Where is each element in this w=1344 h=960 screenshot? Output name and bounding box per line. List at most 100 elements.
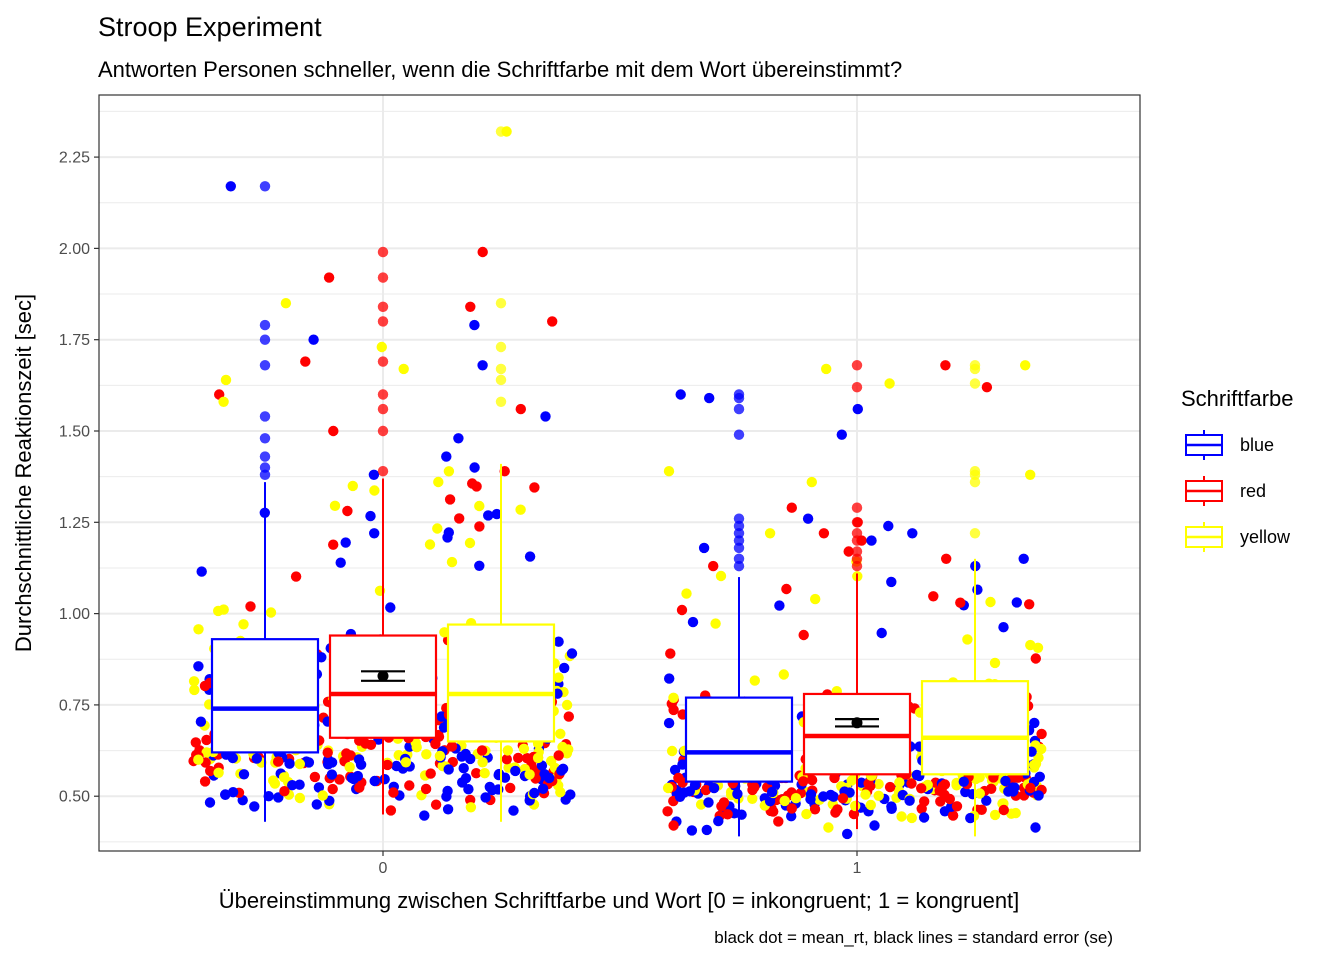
data-point — [442, 804, 454, 815]
data-point — [553, 750, 564, 761]
data-point — [199, 680, 211, 692]
data-point — [774, 600, 785, 611]
data-point — [524, 551, 536, 562]
data-point — [786, 803, 797, 814]
data-point — [818, 528, 830, 539]
outlier-point — [495, 396, 507, 407]
data-point — [311, 799, 322, 810]
data-point — [906, 778, 917, 789]
data-point — [193, 624, 204, 635]
data-point — [193, 661, 204, 672]
data-point — [904, 795, 915, 806]
data-point — [269, 778, 281, 789]
data-point — [850, 800, 861, 812]
data-point — [424, 539, 436, 550]
data-point — [981, 795, 992, 806]
data-point — [502, 745, 513, 756]
y-tick-label: 1.25 — [59, 515, 90, 532]
data-point — [823, 822, 834, 833]
data-point — [561, 699, 573, 711]
data-point — [280, 298, 292, 309]
data-point — [798, 629, 809, 641]
legend: Schriftfarbe blue red yellow — [1181, 386, 1294, 552]
data-point — [805, 794, 816, 805]
data-point — [341, 748, 352, 759]
data-point — [986, 783, 997, 794]
data-point — [708, 560, 719, 572]
data-point — [749, 782, 760, 793]
data-point — [227, 787, 239, 798]
data-point — [532, 752, 544, 764]
data-point — [563, 711, 574, 722]
data-point — [704, 392, 715, 404]
data-point — [218, 604, 229, 615]
data-point — [989, 809, 1001, 821]
data-point — [425, 768, 436, 779]
data-point — [189, 684, 200, 696]
data-point — [1029, 759, 1040, 771]
mean-dot — [851, 717, 863, 729]
data-point — [916, 803, 927, 814]
data-point — [249, 801, 260, 812]
legend-label: red — [1240, 481, 1266, 501]
data-point — [369, 775, 380, 787]
data-point — [1030, 653, 1042, 664]
data-point — [781, 583, 792, 595]
data-point — [662, 782, 674, 794]
outlier-point — [495, 341, 507, 353]
data-point — [342, 505, 353, 517]
data-point — [196, 566, 207, 577]
data-point — [894, 777, 905, 788]
data-point — [438, 722, 450, 733]
y-tick-label: 1.75 — [59, 332, 90, 349]
data-point — [911, 769, 923, 781]
data-point — [716, 801, 727, 812]
data-point — [477, 757, 488, 768]
data-point — [998, 622, 1009, 633]
data-point — [513, 752, 524, 764]
data-point — [947, 810, 959, 821]
outlier-point — [969, 465, 981, 477]
outlier-point — [969, 360, 981, 371]
x-axis-label: Übereinstimmung zwischen Schriftfarbe un… — [219, 888, 1020, 913]
data-point — [430, 799, 442, 810]
data-point — [676, 604, 688, 616]
data-point — [876, 627, 887, 639]
data-point — [837, 793, 849, 804]
outlier-point — [851, 553, 863, 565]
data-point — [483, 510, 494, 521]
data-point — [204, 797, 216, 808]
outlier-point — [733, 553, 745, 565]
data-point — [326, 769, 338, 780]
y-axis-label: Durchschnittliche Reaktionszeit [sec] — [11, 294, 36, 652]
data-point — [668, 692, 679, 703]
data-point — [806, 774, 818, 786]
data-point — [199, 776, 211, 787]
data-point — [886, 576, 897, 588]
data-point — [940, 360, 951, 371]
data-point — [1003, 786, 1014, 797]
legend-item-blue: blue — [1185, 430, 1274, 460]
data-point — [453, 433, 464, 444]
data-point — [708, 782, 720, 794]
data-point — [1023, 599, 1035, 610]
data-point — [955, 597, 966, 608]
data-point — [553, 636, 564, 647]
data-point — [441, 451, 452, 462]
data-point — [907, 528, 918, 539]
outlier-point — [377, 272, 389, 283]
y-tick-label: 0.50 — [59, 789, 90, 806]
data-point — [989, 657, 1001, 669]
outlier-point — [377, 316, 389, 327]
data-point — [501, 754, 512, 765]
data-point — [294, 779, 305, 790]
data-point — [188, 676, 200, 687]
outlier-point — [851, 502, 863, 513]
boxplot-blue-1 — [684, 389, 794, 837]
data-point — [675, 389, 686, 400]
data-point — [474, 560, 485, 571]
data-point — [322, 747, 333, 758]
data-point — [404, 780, 415, 791]
data-point — [798, 776, 809, 787]
